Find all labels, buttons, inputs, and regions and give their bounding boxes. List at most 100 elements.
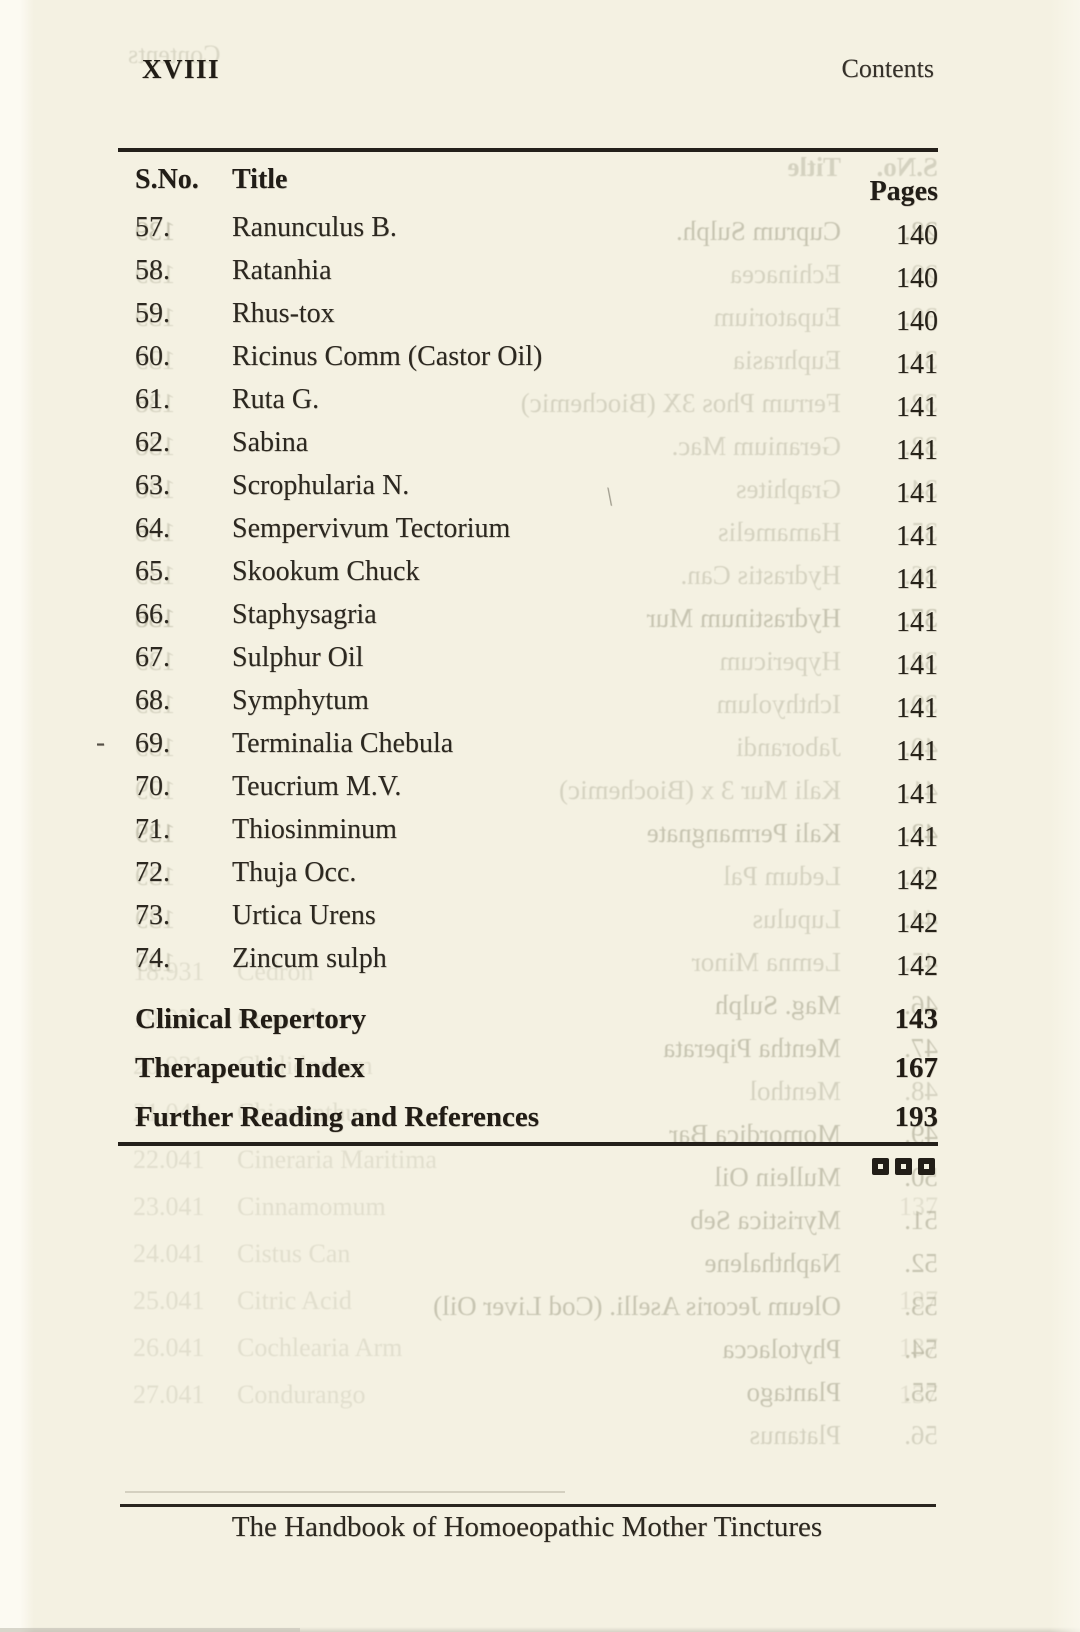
serial-number: 59.	[135, 298, 170, 329]
section-title: Further Reading and References	[135, 1101, 540, 1133]
ghost2-serial: 18.931	[133, 957, 205, 986]
toc-row: 64. Sempervivum Tectorium 141	[135, 507, 938, 552]
toc-row: 67. Sulphur Oil 141	[135, 636, 938, 681]
ghost2-row: 25.041 Citric Acid 137	[133, 1277, 938, 1324]
toc-row: 69. Terminalia Chebula 141	[135, 722, 938, 767]
ghost2-serial: 22.041	[133, 1145, 205, 1174]
serial-number: 63.	[135, 470, 170, 501]
toc-row: 70. Teucrium M.V. 141	[135, 765, 938, 810]
serial-number: 74.	[135, 943, 170, 974]
page-number: 140	[896, 220, 938, 251]
section-page-number: 143	[894, 1003, 939, 1035]
ghost2-serial: 27.041	[133, 1380, 205, 1409]
remedy-title: Thiosinminum	[232, 814, 397, 845]
stray-mark-dash: -	[96, 727, 105, 757]
remedy-title: Ratanhia	[232, 255, 332, 286]
toc-row: 62. Sabina 141	[135, 421, 938, 466]
toc-row: 63. Scrophularia N. 141	[135, 464, 938, 509]
serial-number: 67.	[135, 642, 170, 673]
footer-rule	[120, 1504, 936, 1507]
ghost2-serial: 20.931	[133, 1051, 205, 1080]
toc-row: 61. Ruta G. 141	[135, 378, 938, 423]
toc-row: 73. Urtica Urens 142	[135, 894, 938, 939]
page-number: 141	[896, 693, 938, 724]
page-number: 141	[896, 564, 938, 595]
toc-row: 57. Ranunculus B. 140	[135, 206, 938, 251]
top-rule	[118, 148, 938, 152]
running-header: Contents	[841, 54, 934, 83]
column-header-title: Title	[232, 164, 288, 195]
page-number: 142	[896, 951, 938, 982]
serial-number: 68.	[135, 685, 170, 716]
ghost2-title: Cistus Can	[237, 1239, 351, 1268]
page-number: 141	[896, 779, 938, 810]
ghost2-title: Citric Acid	[237, 1286, 352, 1315]
serial-number: 60.	[135, 341, 170, 372]
page-number: 140	[896, 306, 938, 337]
ghost2-page: 137	[899, 1192, 938, 1221]
ghost-second-layer: 18.931 Cedron 19.931 Ceanothus 20.931 Ch…	[133, 948, 938, 1418]
ghost2-title: Ceanothus	[237, 1004, 347, 1033]
ghost2-serial: 19.931	[133, 1004, 205, 1033]
square-bullet-icon	[872, 1158, 889, 1175]
remedy-title: Ranunculus B.	[232, 212, 397, 243]
ghost2-title: Condurango	[237, 1380, 366, 1409]
ghost2-page: 137	[899, 1333, 938, 1362]
page-number: 141	[896, 736, 938, 767]
ghost2-title: Cinnamomum	[237, 1192, 386, 1221]
toc-row: 72. Thuja Occ. 142	[135, 851, 938, 896]
remedy-title: Ricinus Comm (Castor Oil)	[232, 341, 543, 372]
ghost2-row: 26.041 Cochlearia Arm 137	[133, 1324, 938, 1371]
section-row: Further Reading and References 193	[135, 1093, 938, 1142]
column-header-pages: Pages	[869, 176, 938, 207]
square-bullet-icon	[895, 1158, 912, 1175]
ghost2-serial: 24.041	[133, 1239, 205, 1268]
section-page-number: 193	[894, 1101, 939, 1133]
bottom-rule	[118, 1142, 938, 1146]
ghost2-serial: 26.041	[133, 1333, 205, 1362]
ghost2-title: Cineraria Maritima	[237, 1145, 437, 1174]
toc-row: 65. Skookum Chuck 141	[135, 550, 938, 595]
remedy-title: Sulphur Oil	[232, 642, 364, 673]
page-number: 141	[896, 349, 938, 380]
ghost2-row: 21.041 Chionanthus	[133, 1089, 938, 1136]
ghost2-title: Cedron	[237, 957, 314, 986]
page-number: 141	[896, 822, 938, 853]
square-bullet-icon	[918, 1158, 935, 1175]
page-number: 142	[896, 908, 938, 939]
section-title: Clinical Repertory	[135, 1003, 367, 1035]
column-headers: S.No. Title Pages	[0, 164, 1080, 207]
toc-row: 60. Ricinus Comm (Castor Oil) 141	[135, 335, 938, 380]
remedy-title: Scrophularia N.	[232, 470, 410, 501]
section-row: Clinical Repertory 143	[135, 995, 938, 1044]
toc-row: 74. Zincum sulph 142	[135, 937, 938, 982]
remedy-title: Thuja Occ.	[232, 857, 357, 888]
end-ornament-squares	[872, 1158, 935, 1175]
remedy-title: Sabina	[232, 427, 309, 458]
toc-row: 66. Staphysagria 141	[135, 593, 938, 638]
ghost2-row: 20.931 Chelidonium	[133, 1042, 938, 1089]
ghost2-serial: 23.041	[133, 1192, 205, 1221]
footer-rule-ghost	[125, 1491, 565, 1493]
remedy-title: Rhus-tox	[232, 298, 335, 329]
ghost2-serial: 25.041	[133, 1286, 205, 1315]
remedy-title: Symphytum	[232, 685, 369, 716]
serial-number: 57.	[135, 212, 170, 243]
page-number: 141	[896, 435, 938, 466]
serial-number: 62.	[135, 427, 170, 458]
remedy-title: Ruta G.	[232, 384, 320, 415]
section-title: Therapeutic Index	[135, 1052, 365, 1084]
serial-number: 65.	[135, 556, 170, 587]
ghost2-row: 19.931 Ceanothus	[133, 995, 938, 1042]
toc-row: 68. Symphytum 141	[135, 679, 938, 724]
serial-number: 73.	[135, 900, 170, 931]
section-page-number: 167	[894, 1052, 939, 1084]
serial-number: 70.	[135, 771, 170, 802]
ghost2-page: 137	[899, 1286, 938, 1315]
toc-rows: 57. Ranunculus B. 140 58. Ratanhia 140 5…	[135, 206, 938, 982]
remedy-title: Teucrium M.V.	[232, 771, 402, 802]
remedy-title: Zincum sulph	[232, 943, 387, 974]
ghost2-row: 27.041 Condurango 137	[133, 1371, 938, 1418]
